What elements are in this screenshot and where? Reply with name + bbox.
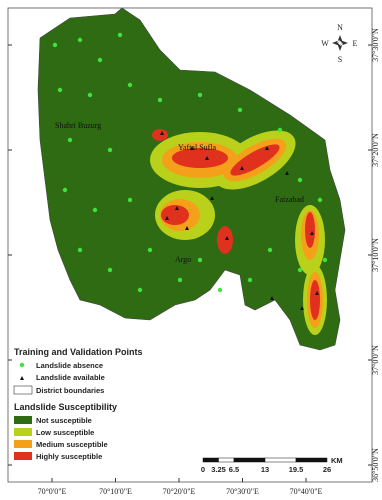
compass-s: S [338, 55, 342, 64]
compass-w: W [321, 39, 329, 48]
place-label: Faizabad [275, 195, 304, 204]
longitude-axis: 70°0'0"E 70°10'0"E 70°20'0"E 70°30'0"E 70°40… [38, 478, 323, 496]
high-zone [161, 205, 189, 225]
scale-segment [233, 457, 266, 463]
legend-item: Not susceptible [36, 416, 92, 425]
scale-label: 26 [323, 465, 331, 474]
legend-item: Low susceptible [36, 428, 94, 437]
longitude-label: 70°30'0"E [226, 487, 259, 496]
legend-swatch [14, 452, 32, 460]
legend-swatch [14, 416, 32, 424]
scale-label: 13 [261, 465, 269, 474]
longitude-label: 70°10'0"E [99, 487, 132, 496]
place-label: Shahri Buzurg [55, 121, 101, 130]
legend-available-symbol [20, 376, 24, 380]
legend-swatch [14, 440, 32, 448]
scale-label: 19.5 [289, 465, 304, 474]
legend-item: Medium susceptible [36, 440, 108, 449]
district [37, 7, 346, 351]
latitude-label: 36°50'0"N [371, 448, 380, 482]
legend-item: Landslide available [36, 373, 105, 382]
scale-unit: KM [331, 456, 343, 465]
scale-segment [295, 457, 328, 463]
latitude-axis: 37°30'0"N 37°20'0"N 37°10'0"N 37°0'0"N 36°50… [8, 28, 380, 482]
latitude-label: 37°10'0"N [371, 238, 380, 272]
scale-label: 3.25 [211, 465, 226, 474]
legend-item: Highly susceptible [36, 452, 102, 461]
legend-title: Training and Validation Points [14, 347, 143, 357]
legend-title: Landslide Susceptibility [14, 402, 117, 412]
high-zone [305, 212, 315, 248]
compass-e: E [353, 39, 358, 48]
latitude-label: 37°0'0"N [371, 345, 380, 375]
high-zone [310, 280, 320, 320]
scale-segment [202, 457, 219, 463]
legend-item: District boundaries [36, 386, 104, 395]
scale-segment [264, 457, 297, 463]
place-label: Argo [175, 255, 191, 264]
legend: Training and Validation Points Landslide… [13, 347, 143, 461]
longitude-label: 70°0'0"E [38, 487, 67, 496]
legend-boundary-symbol [13, 385, 33, 395]
compass-n: N [337, 23, 343, 32]
legend-absence-symbol [19, 362, 25, 368]
longitude-label: 70°20'0"E [163, 487, 196, 496]
latitude-label: 37°30'0"N [371, 28, 380, 62]
scale-label: 0 [201, 465, 205, 474]
longitude-label: 70°40'0"E [290, 487, 323, 496]
place-label: Yaftal Sufla [178, 143, 217, 152]
high-zone [172, 148, 228, 168]
scale-label: 6.5 [229, 465, 239, 474]
legend-swatch [14, 428, 32, 436]
latitude-label: 37°20'0"N [371, 133, 380, 167]
scale-segment [218, 457, 235, 463]
absence-points [52, 32, 328, 293]
legend-item: Landslide absence [36, 361, 103, 370]
available-points [160, 131, 319, 310]
compass: N S E W [321, 23, 357, 64]
